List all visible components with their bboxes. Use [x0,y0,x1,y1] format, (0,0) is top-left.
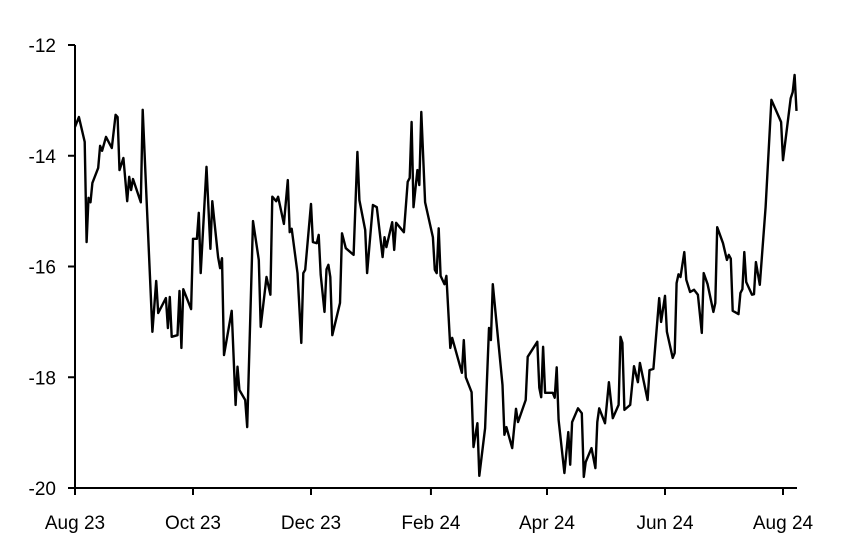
x-tick-label: Aug 23 [45,513,105,534]
y-tick-label: -14 [29,147,57,168]
x-tick-label: Oct 23 [165,513,221,534]
y-tick-label: -12 [29,36,56,57]
y-tick-label: -16 [29,258,56,279]
x-tick-label: Jun 24 [636,513,693,534]
y-tick-label: -20 [29,479,56,500]
x-tick-label: Aug 24 [753,513,814,534]
x-tick-label: Apr 24 [519,513,575,534]
series-line [73,73,798,479]
axes: -12 -14 -16 -18 -20 Aug 23 Oct 23 Dec 23 Feb 24 A… [29,36,814,534]
x-tick-label: Dec 23 [281,513,341,534]
x-tick-label: Feb 24 [401,513,461,534]
y-tick-label: -18 [29,368,56,389]
plot-area [73,73,798,479]
